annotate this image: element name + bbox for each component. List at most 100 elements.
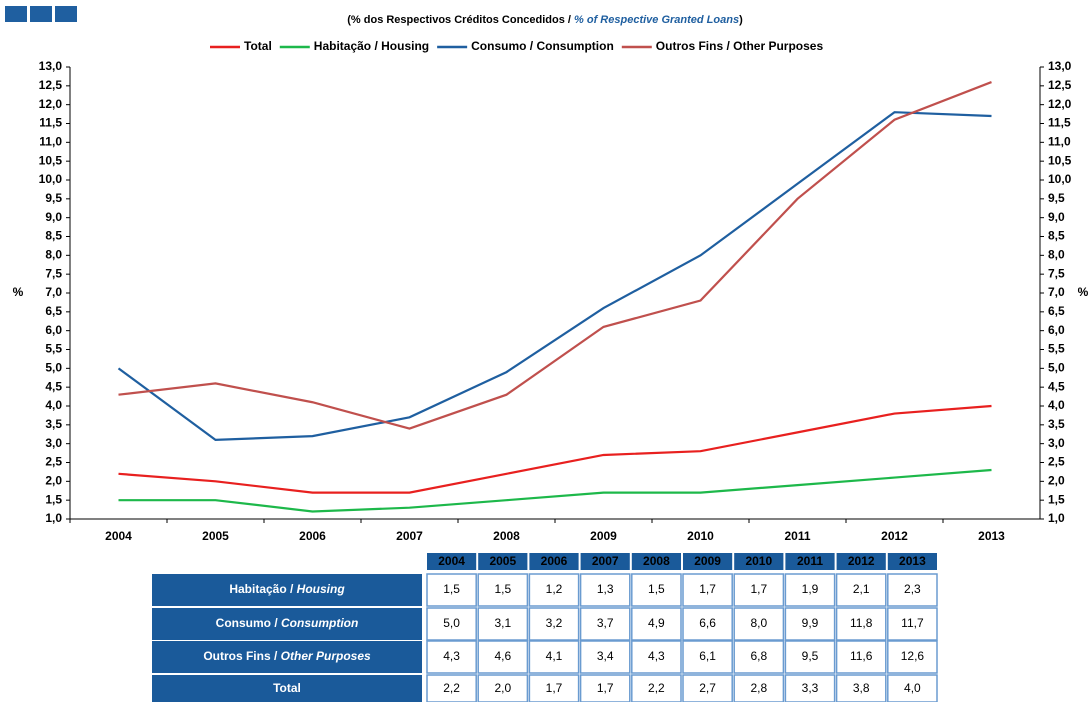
y-tick-label: 13,0 xyxy=(39,59,63,73)
y2-tick-label: 11,0 xyxy=(1048,135,1071,149)
y-tick-label: 5,0 xyxy=(45,361,62,375)
table-cell xyxy=(784,640,836,674)
y-tick-label: 3,0 xyxy=(45,436,62,450)
decor-square xyxy=(55,6,77,22)
y2-tick-label: 7,5 xyxy=(1048,266,1065,280)
table-cell xyxy=(631,640,682,674)
x-tick-label: 2008 xyxy=(493,529,520,543)
table-cell xyxy=(835,640,887,674)
table-cell xyxy=(477,640,529,674)
y2-tick-label: 1,5 xyxy=(1048,492,1065,506)
table-row-head xyxy=(152,574,422,606)
series-line xyxy=(117,111,992,442)
y2-tick-label: 7,0 xyxy=(1048,285,1065,299)
y2-tick-label: 2,5 xyxy=(1048,455,1065,469)
table-value: 4,6 xyxy=(494,649,511,663)
table-header: 2010 xyxy=(745,554,772,568)
table-row-label-part: Other Purposes xyxy=(281,649,371,663)
table-row-label: Total xyxy=(273,681,301,695)
table-cell xyxy=(579,573,631,607)
table-header-cell xyxy=(785,553,835,570)
y-tick-label: 1,5 xyxy=(45,492,62,506)
table-header-cell xyxy=(631,553,681,570)
x-tick-label: 2009 xyxy=(590,529,617,543)
y2-tick-label: 12,5 xyxy=(1048,78,1072,92)
table-value: 1,9 xyxy=(802,582,819,596)
table-value: 11,6 xyxy=(850,649,873,663)
y2-tick-label: 4,5 xyxy=(1048,379,1065,393)
y-tick-label: 7,0 xyxy=(45,285,62,299)
table-value: 5,0 xyxy=(443,616,460,630)
chart-subtitle: (% dos Respectivos Créditos Concedidos /… xyxy=(347,14,743,26)
table-value: 6,1 xyxy=(699,649,716,663)
table-row-label: Consumo / Consumption xyxy=(216,616,359,630)
y2-tick-label: 5,0 xyxy=(1048,361,1065,375)
table-header-cell xyxy=(427,553,477,570)
table-header-cell xyxy=(580,553,630,570)
table-cell xyxy=(835,674,887,702)
y2-tick-label: 6,5 xyxy=(1048,304,1065,318)
table-cell xyxy=(784,674,836,702)
y2-tick-label: 13,0 xyxy=(1048,59,1072,73)
y-tick-label: 11,0 xyxy=(39,135,62,149)
y-tick-label: 10,5 xyxy=(39,153,63,167)
table-header: 2006 xyxy=(541,554,568,568)
table-value: 1,5 xyxy=(494,582,511,596)
y-tick-label: 10,0 xyxy=(39,172,63,186)
table-header-cell xyxy=(478,553,528,570)
y2-tick-label: 9,5 xyxy=(1048,191,1065,205)
table-value: 2,2 xyxy=(443,681,460,695)
legend-label: Outros Fins / Other Purposes xyxy=(656,39,824,53)
table-value: 1,3 xyxy=(597,582,614,596)
x-tick-label: 2007 xyxy=(396,529,423,543)
table-row-label-part: Housing xyxy=(297,582,346,596)
table-cell xyxy=(426,674,477,702)
table-cell xyxy=(887,640,938,674)
y2-axis-label: % xyxy=(1078,285,1089,299)
y-tick-label: 2,5 xyxy=(45,455,62,469)
table-cell xyxy=(887,573,938,607)
table-value: 4,3 xyxy=(443,649,460,663)
x-tick-label: 2010 xyxy=(687,529,714,543)
x-tick-label: 2013 xyxy=(978,529,1005,543)
y-tick-label: 8,0 xyxy=(45,248,62,262)
table-cell xyxy=(579,640,631,674)
y-tick-label: 6,0 xyxy=(45,323,62,337)
table-cell xyxy=(733,640,785,674)
table-cell xyxy=(682,674,733,702)
table-cell xyxy=(784,607,836,641)
table-row-label-part: Consumo / xyxy=(216,616,281,630)
table-cell xyxy=(528,573,580,607)
table-value: 1,7 xyxy=(750,582,767,596)
y-tick-label: 3,5 xyxy=(45,417,62,431)
series-line xyxy=(118,404,992,494)
table-value: 1,2 xyxy=(546,582,563,596)
y-tick-label: 6,5 xyxy=(45,304,62,318)
table-row-label-part: Total xyxy=(273,681,301,695)
table-cell xyxy=(733,674,785,702)
table-header: 2007 xyxy=(592,554,619,568)
table-cell xyxy=(835,573,887,607)
table-value: 2,1 xyxy=(853,582,870,596)
y2-tick-label: 9,0 xyxy=(1048,210,1065,224)
table-cell xyxy=(835,607,887,641)
table-header: 2013 xyxy=(899,554,926,568)
table-value: 12,6 xyxy=(901,649,925,663)
table-cell xyxy=(733,607,785,641)
y-tick-label: 11,5 xyxy=(39,116,62,130)
table-row-head xyxy=(152,608,422,640)
table-header: 2011 xyxy=(797,554,823,568)
table-cell xyxy=(733,573,785,607)
legend-label: Consumo / Consumption xyxy=(471,39,614,53)
table-cell xyxy=(528,674,580,702)
table-value: 9,9 xyxy=(802,616,819,630)
table-cell xyxy=(426,607,477,641)
y2-tick-label: 3,0 xyxy=(1048,436,1065,450)
x-tick-label: 2006 xyxy=(299,529,326,543)
y2-tick-label: 12,0 xyxy=(1048,97,1072,111)
table-value: 3,1 xyxy=(494,616,511,630)
table-value: 4,0 xyxy=(904,681,921,695)
table-cell xyxy=(477,607,529,641)
table-row-label: Habitação / Housing xyxy=(229,582,345,596)
y-tick-label: 2,0 xyxy=(45,474,62,488)
